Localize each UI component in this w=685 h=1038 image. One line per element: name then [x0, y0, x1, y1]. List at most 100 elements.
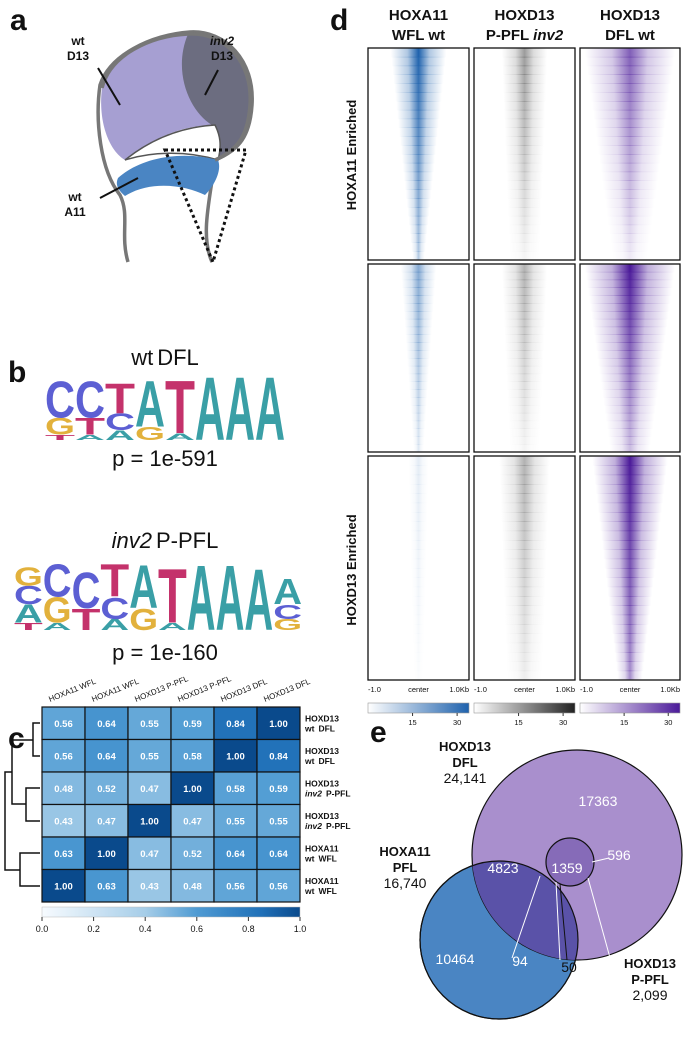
colorbar [41, 906, 301, 918]
heatmap-slice [406, 350, 431, 359]
heatmap-slice [411, 242, 426, 252]
label-part: inv2 [305, 821, 322, 831]
heatmap-slice [503, 303, 546, 312]
heatmap-slice [412, 614, 425, 625]
heatmap-slice [409, 381, 428, 390]
tick-label: 0.6 [191, 924, 204, 934]
cell-label: 0.47 [140, 784, 159, 795]
heatmap-slice [588, 287, 672, 296]
row-label: HOXA11 [305, 876, 339, 886]
heatmap-cell [84, 706, 129, 741]
tick-label: 30 [453, 718, 461, 727]
p-value: p = 1e-160 [112, 640, 218, 665]
motif-letter: T [75, 414, 105, 440]
heatmap-cell [256, 803, 301, 838]
heatmap-slice [506, 180, 543, 190]
heatmap-slice [608, 596, 652, 606]
heatmap-cell [256, 771, 301, 806]
set-name: HOXD13 [624, 956, 676, 971]
heatmap-slice [596, 136, 664, 146]
heatmap-frame [579, 455, 681, 681]
tick-label: 1.0 [294, 924, 307, 934]
p-value: p = 1e-591 [112, 446, 218, 471]
heatmap-slice [411, 412, 426, 422]
label-part: DFL [157, 345, 199, 370]
motif-letter: A [158, 621, 187, 632]
heatmap-slice [401, 145, 436, 155]
heatmap-slice [393, 74, 444, 84]
heatmap-slice [507, 189, 542, 199]
heatmap-slice [403, 303, 434, 312]
heatmap-slice [508, 428, 541, 437]
heatmap-frame [473, 47, 576, 261]
heatmap-slice [509, 444, 540, 453]
heatmap-slice [602, 180, 658, 190]
motif-letter: A [43, 621, 72, 632]
cell-label: 0.59 [183, 719, 202, 730]
heatmap-cell [84, 738, 129, 773]
heatmap-slice [593, 465, 667, 476]
heatmap-slice [411, 568, 426, 578]
tick-label: 0.0 [36, 924, 49, 934]
heatmap-slice [400, 264, 437, 273]
heatmap-cell [127, 738, 172, 773]
leader-line [555, 881, 561, 961]
region-count: 94 [512, 953, 528, 969]
heatmap-slice [406, 198, 431, 208]
axis-label: center [620, 685, 641, 694]
heatmap-slice [408, 215, 429, 226]
heatmap-cell [256, 868, 301, 903]
heatmap-slice [412, 624, 425, 634]
heatmap-frame [473, 455, 576, 681]
heatmap-slice [410, 405, 427, 414]
heatmap-slice [505, 154, 544, 164]
heatmap-slice [589, 295, 671, 304]
row-label: HOXA11 [305, 843, 339, 853]
heatmap-slice [599, 365, 661, 375]
heatmap-slice [502, 74, 547, 84]
label-part: P-PFL [326, 788, 351, 798]
motif-letter: A [165, 431, 195, 442]
heatmap-slice [509, 251, 540, 261]
tick-label: 30 [664, 718, 672, 727]
heatmap-slice [503, 295, 546, 304]
heatmap-slice [594, 474, 666, 485]
set-total: 24,141 [444, 770, 487, 786]
heatmap-slice [411, 586, 426, 597]
set-total: 16,740 [384, 875, 427, 891]
cell-label: 0.59 [269, 784, 288, 795]
heatmap-slice [595, 484, 665, 494]
cell-label: 0.55 [226, 816, 245, 827]
heatmap-slice [593, 326, 667, 335]
heatmap-slice [504, 109, 545, 120]
motif-letter: A [244, 552, 273, 649]
heatmap-slice [402, 154, 435, 164]
heatmap-slice [506, 652, 543, 662]
heatmap-slice [509, 436, 540, 445]
heatmap-slice [506, 373, 543, 382]
motif-letter: T [14, 621, 43, 632]
colorbar [367, 702, 470, 714]
cell-label: 0.63 [54, 849, 73, 860]
heatmap-slice [402, 287, 435, 296]
leader-line [559, 883, 568, 961]
motif-letter: G [129, 602, 158, 637]
heatmap-slice [409, 484, 428, 494]
heatmap-slice [506, 661, 543, 672]
heatmap-slice [503, 101, 546, 111]
tick-label: 0.8 [242, 924, 255, 934]
row-label: HOXD13 [305, 811, 339, 821]
heatmap-slice [409, 502, 428, 513]
heatmap-slice [413, 444, 424, 453]
dendrogram [4, 722, 40, 887]
heatmap-slice [592, 318, 668, 328]
heatmap-slice [505, 350, 544, 359]
motif-letter: T [165, 366, 195, 451]
heatmap-slice [499, 456, 550, 466]
column-header: P-PFL inv2 [486, 27, 564, 44]
motif-letter: C [273, 601, 302, 624]
motif-letter: A [255, 358, 285, 459]
annotation: inv2 [210, 34, 234, 48]
heatmap-slice [500, 484, 549, 494]
